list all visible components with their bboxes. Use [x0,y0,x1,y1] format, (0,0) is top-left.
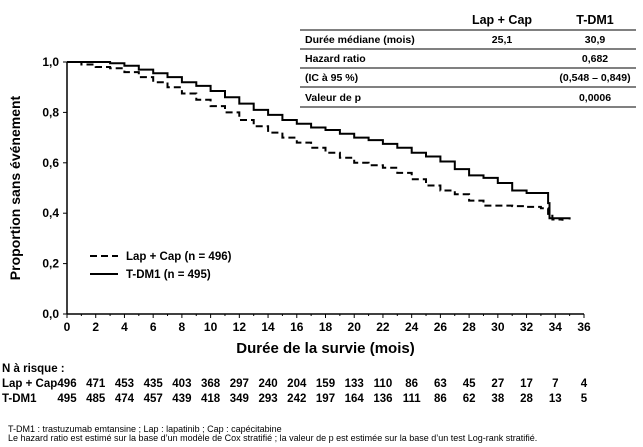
legend-label: T-DM1 (n = 495) [126,269,211,281]
risk-value: 293 [258,393,277,405]
x-tick-label: 8 [179,320,186,334]
stats-cell: (0,548 – 0,849) [559,72,630,84]
stats-cell: 0,682 [582,53,608,65]
chart-axes: 0,00,20,40,60,81,00 2 4 6 8 10 12 14 16 18 20 22 24 2… [7,55,591,357]
x-tick-label: 34 [549,320,563,334]
risk-value: 242 [287,393,306,405]
risk-value: 133 [345,378,364,390]
y-tick-label: 1,0 [42,55,59,69]
risk-value: 62 [463,393,476,405]
x-tick-label: 4 [121,320,128,334]
x-tick-label: 12 [233,320,247,334]
x-tick-label: 18 [319,320,333,334]
stats-row-label: Durée médiane (mois) [305,34,415,46]
risk-value: 13 [549,393,562,405]
risk-table: N à risque : Lap + Cap 496 471 453 435 403 368 2… [2,363,588,405]
risk-value: 28 [520,393,533,405]
x-tick-label: 16 [290,320,304,334]
risk-value: 136 [373,393,392,405]
risk-value: 457 [144,393,163,405]
stats-header: T-DM1 [576,13,614,27]
y-tick-label: 0,6 [42,156,59,170]
legend-label: Lap + Cap (n = 496) [126,251,232,263]
risk-value: 403 [172,378,191,390]
stats-cell: 0,0006 [579,92,611,104]
risk-value: 38 [491,393,504,405]
risk-value: 439 [172,393,191,405]
x-tick-label: 32 [520,320,534,334]
x-tick-label: 26 [434,320,448,334]
x-tick-label: 0 [64,320,71,334]
footnote-abbreviations: T-DM1 : trastuzumab emtansine ; Lap : la… [8,424,282,434]
x-tick-label: 28 [462,320,476,334]
risk-value: 368 [201,378,221,390]
stats-row-label: Valeur de p [305,92,361,104]
y-tick-label: 0,4 [42,206,59,220]
risk-value: 496 [57,378,76,390]
x-axis-title: Durée de la survie (mois) [236,340,414,357]
survival-curves [67,61,571,221]
x-tick-label: 24 [405,320,419,334]
risk-value: 45 [463,378,476,390]
risk-value: 111 [403,393,422,405]
risk-value: 159 [316,378,335,390]
stats-cell: 30,9 [585,34,606,46]
risk-value: 86 [405,378,418,390]
y-tick-label: 0,2 [42,257,59,271]
risk-value: 7 [552,378,558,390]
x-tick-label: 30 [491,320,505,334]
stats-cell: 25,1 [492,34,513,46]
stats-header: Lap + Cap [472,13,532,27]
risk-row-label: T-DM1 [2,393,37,405]
stats-row-label: (IC à 95 %) [305,72,358,84]
risk-row-label: Lap + Cap [2,378,57,390]
risk-value: 17 [520,378,533,390]
stats-row-label: Hazard ratio [305,53,366,65]
risk-value: 164 [345,393,365,405]
risk-value: 471 [86,378,106,390]
x-tick-label: 2 [92,320,99,334]
risk-value: 4 [581,378,588,390]
y-tick-label: 0,8 [42,105,59,119]
y-tick-label: 0,0 [42,307,59,321]
series-line-lap-cap [67,61,564,221]
risk-value: 418 [201,393,221,405]
risk-value: 86 [434,393,447,405]
risk-value: 63 [434,378,447,390]
risk-value: 27 [491,378,504,390]
risk-value: 435 [144,378,164,390]
legend: Lap + Cap (n = 496) T-DM1 (n = 495) [90,251,232,281]
risk-value: 110 [374,378,393,390]
x-tick-label: 6 [150,320,157,334]
stats-table: Lap + Cap T-DM1 Durée médiane (mois) 25,1 30… [300,13,636,108]
risk-value: 495 [57,393,77,405]
footnote-methods: Le hazard ratio est estimé sur la base d… [8,433,538,443]
series-line-tdm1 [67,61,571,220]
y-axis-title: Proportion sans événement [7,95,23,280]
risk-value: 474 [115,393,135,405]
x-tick-label: 14 [261,320,275,334]
risk-value: 485 [86,393,106,405]
risk-table-title: N à risque : [2,363,65,375]
risk-value: 453 [115,378,134,390]
risk-value: 197 [316,393,335,405]
risk-value: 349 [230,393,249,405]
x-tick-label: 36 [577,320,591,334]
risk-value: 5 [581,393,588,405]
x-tick-label: 22 [376,320,390,334]
risk-value: 297 [230,378,249,390]
x-tick-label: 10 [204,320,218,334]
risk-value: 240 [258,378,277,390]
risk-value: 204 [287,378,307,390]
x-tick-label: 20 [348,320,362,334]
